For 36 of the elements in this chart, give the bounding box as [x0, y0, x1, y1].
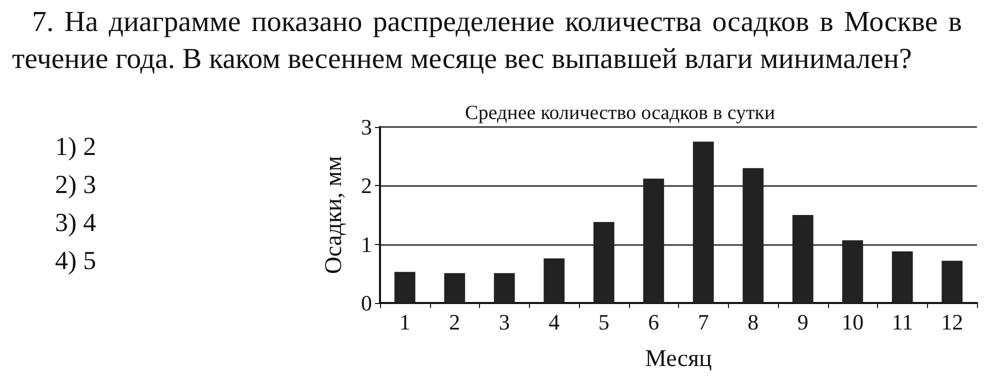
x-axis-title: Месяц — [645, 346, 712, 372]
text: 2) 3 — [55, 169, 96, 201]
x-tick-label: 6 — [648, 310, 660, 334]
y-tick-label: 2 — [361, 173, 372, 198]
bar — [692, 142, 714, 303]
y-tick-label: 3 — [361, 114, 372, 140]
x-tick-label: 2 — [449, 310, 460, 334]
bar — [842, 240, 864, 303]
x-tick-label: 8 — [748, 310, 759, 334]
x-tick-label: 10 — [842, 310, 864, 334]
x-tick-label: 12 — [941, 310, 964, 334]
x-tick-label: 1 — [399, 310, 410, 334]
bar — [544, 258, 565, 303]
bar — [444, 273, 466, 303]
x-tick-label: 4 — [548, 310, 560, 334]
bar — [942, 260, 963, 303]
text: 7. На диаграмме показано распределение количества осадков в Москве в течение года. В каком весеннем месяце вес выпавшей влаги минимален? — [12, 5, 962, 77]
bar — [394, 272, 416, 303]
y-axis-title: Осадки, мм — [321, 156, 347, 274]
bar — [593, 222, 614, 303]
y-tick-label: 0 — [361, 290, 372, 316]
text: 1) 2 — [55, 131, 96, 163]
x-tick-label: 7 — [698, 310, 709, 334]
bar — [892, 251, 913, 303]
text: 4) 5 — [55, 245, 96, 277]
bar — [742, 168, 764, 303]
bar — [792, 215, 814, 303]
x-tick-label: 5 — [598, 310, 610, 334]
chart-title: Среднее количество осадков в сутки — [465, 102, 776, 124]
bar — [643, 178, 664, 303]
text: 3) 4 — [55, 207, 96, 239]
bar — [494, 273, 515, 303]
y-tick-label: 1 — [361, 232, 372, 257]
x-tick-label: 11 — [892, 310, 913, 334]
x-tick-label: 9 — [797, 310, 808, 334]
x-tick-label: 3 — [498, 310, 510, 334]
